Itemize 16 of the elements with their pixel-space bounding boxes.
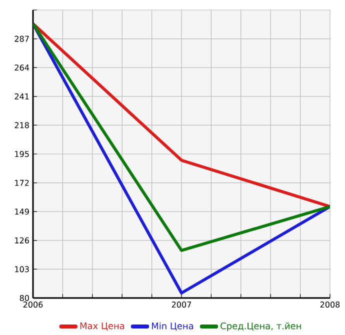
x-tick-label: 2006 [23, 302, 43, 308]
y-tick-label: 264 [14, 64, 30, 71]
legend-label: Сред.Цена, т.йен [220, 322, 301, 332]
legend-label: Max Цена [80, 322, 124, 330]
y-tick-label: 103 [15, 266, 29, 272]
y-tick-label: 149 [15, 208, 29, 215]
y-tick-label: 218 [14, 122, 29, 128]
y-tick-label: 195 [15, 150, 29, 158]
legend-label: Min Цена [152, 322, 194, 331]
x-tick-label: 2007 [172, 302, 191, 308]
y-tick-label: 80 [20, 294, 29, 302]
x-tick-label: 2008 [320, 302, 340, 308]
y-tick-label: 172 [15, 180, 29, 186]
y-tick-label: 287 [14, 36, 29, 42]
y-tick-label: 126 [15, 237, 29, 244]
y-tick-label: 241 [14, 93, 29, 100]
